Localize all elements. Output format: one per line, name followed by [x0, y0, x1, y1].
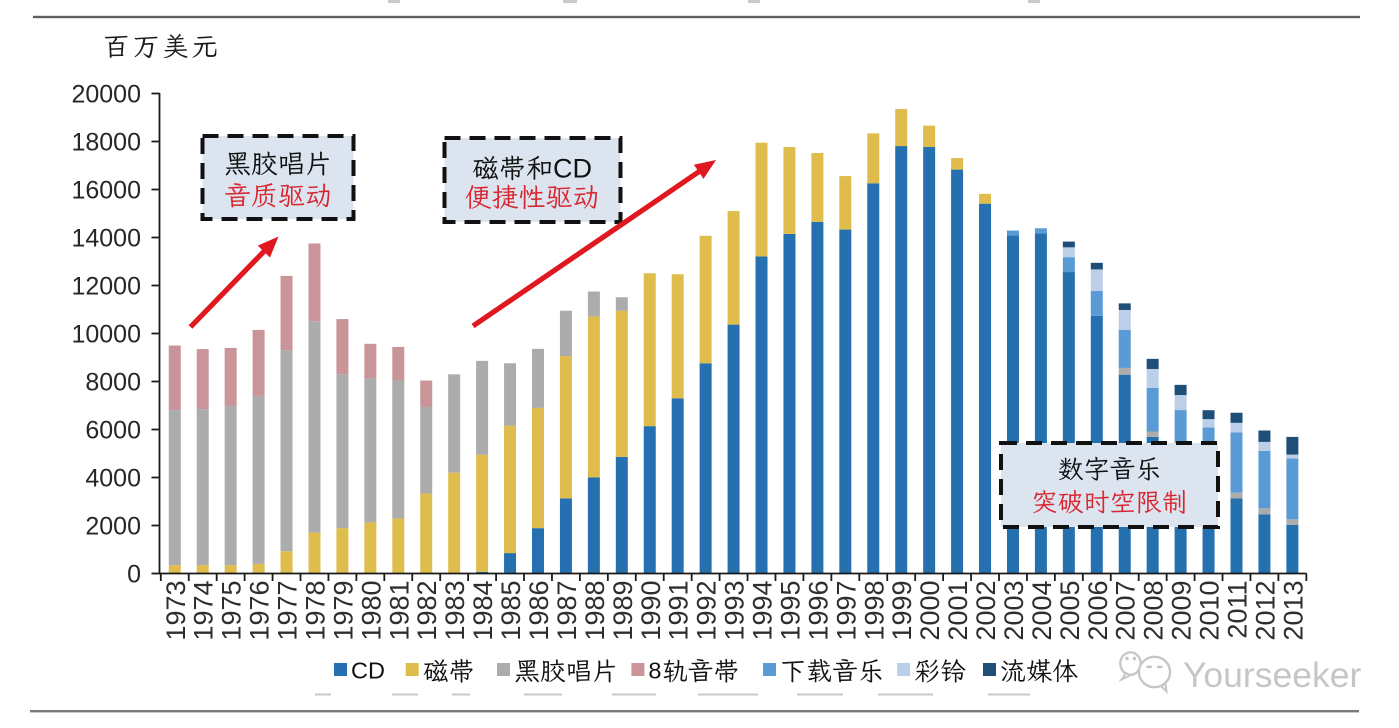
- svg-text:2004: 2004: [1027, 581, 1057, 641]
- svg-text:2001: 2001: [943, 581, 973, 641]
- svg-text:4000: 4000: [85, 465, 141, 493]
- svg-text:CD: CD: [351, 658, 385, 684]
- svg-text:2013: 2013: [1278, 581, 1308, 641]
- svg-text:18000: 18000: [71, 129, 141, 157]
- svg-text:2000: 2000: [85, 513, 141, 541]
- svg-text:10000: 10000: [71, 321, 141, 349]
- svg-text:6000: 6000: [85, 417, 141, 445]
- svg-text:1977: 1977: [273, 581, 303, 641]
- svg-text:2006: 2006: [1083, 581, 1113, 641]
- svg-text:20000: 20000: [71, 81, 141, 109]
- svg-text:12000: 12000: [71, 273, 141, 301]
- svg-text:1986: 1986: [524, 581, 554, 641]
- svg-text:1979: 1979: [328, 581, 358, 641]
- svg-text:2012: 2012: [1250, 581, 1280, 641]
- svg-text:1984: 1984: [468, 581, 498, 641]
- svg-text:1981: 1981: [384, 581, 414, 641]
- svg-text:1997: 1997: [831, 581, 861, 641]
- svg-text:1991: 1991: [664, 581, 694, 641]
- svg-text:1998: 1998: [859, 581, 889, 641]
- svg-text:CD: CD: [553, 154, 592, 184]
- svg-text:2009: 2009: [1167, 581, 1197, 641]
- svg-text:2003: 2003: [999, 581, 1029, 641]
- svg-text:1992: 1992: [692, 581, 722, 641]
- svg-text:8: 8: [648, 658, 661, 684]
- svg-text:1975: 1975: [217, 581, 247, 641]
- svg-text:1989: 1989: [608, 581, 638, 641]
- svg-text:2008: 2008: [1139, 581, 1169, 641]
- svg-text:0: 0: [127, 561, 141, 589]
- svg-text:2005: 2005: [1055, 581, 1085, 641]
- svg-text:1995: 1995: [776, 581, 806, 641]
- svg-text:1996: 1996: [803, 581, 833, 641]
- svg-text:1976: 1976: [245, 581, 275, 641]
- svg-text:Yourseeker: Yourseeker: [1183, 655, 1361, 695]
- svg-text:8000: 8000: [85, 369, 141, 397]
- svg-text:2011: 2011: [1223, 581, 1253, 639]
- svg-text:14000: 14000: [71, 225, 141, 253]
- svg-text:1980: 1980: [356, 581, 386, 641]
- svg-text:2010: 2010: [1195, 581, 1225, 641]
- svg-text:2002: 2002: [971, 581, 1001, 641]
- svg-text:16000: 16000: [71, 177, 141, 205]
- svg-text:1974: 1974: [189, 581, 219, 641]
- svg-text:1973: 1973: [161, 581, 191, 641]
- svg-text:1990: 1990: [636, 581, 666, 641]
- svg-text:1982: 1982: [412, 581, 442, 641]
- svg-text:2007: 2007: [1111, 581, 1141, 641]
- svg-text:1983: 1983: [440, 581, 470, 641]
- svg-text:1988: 1988: [580, 581, 610, 641]
- svg-text:1993: 1993: [720, 581, 750, 641]
- svg-text:1978: 1978: [301, 581, 331, 641]
- svg-text:1999: 1999: [887, 581, 917, 641]
- svg-text:1985: 1985: [496, 581, 526, 641]
- svg-text:2000: 2000: [915, 581, 945, 641]
- svg-text:1994: 1994: [748, 581, 778, 641]
- svg-text:1987: 1987: [552, 581, 582, 641]
